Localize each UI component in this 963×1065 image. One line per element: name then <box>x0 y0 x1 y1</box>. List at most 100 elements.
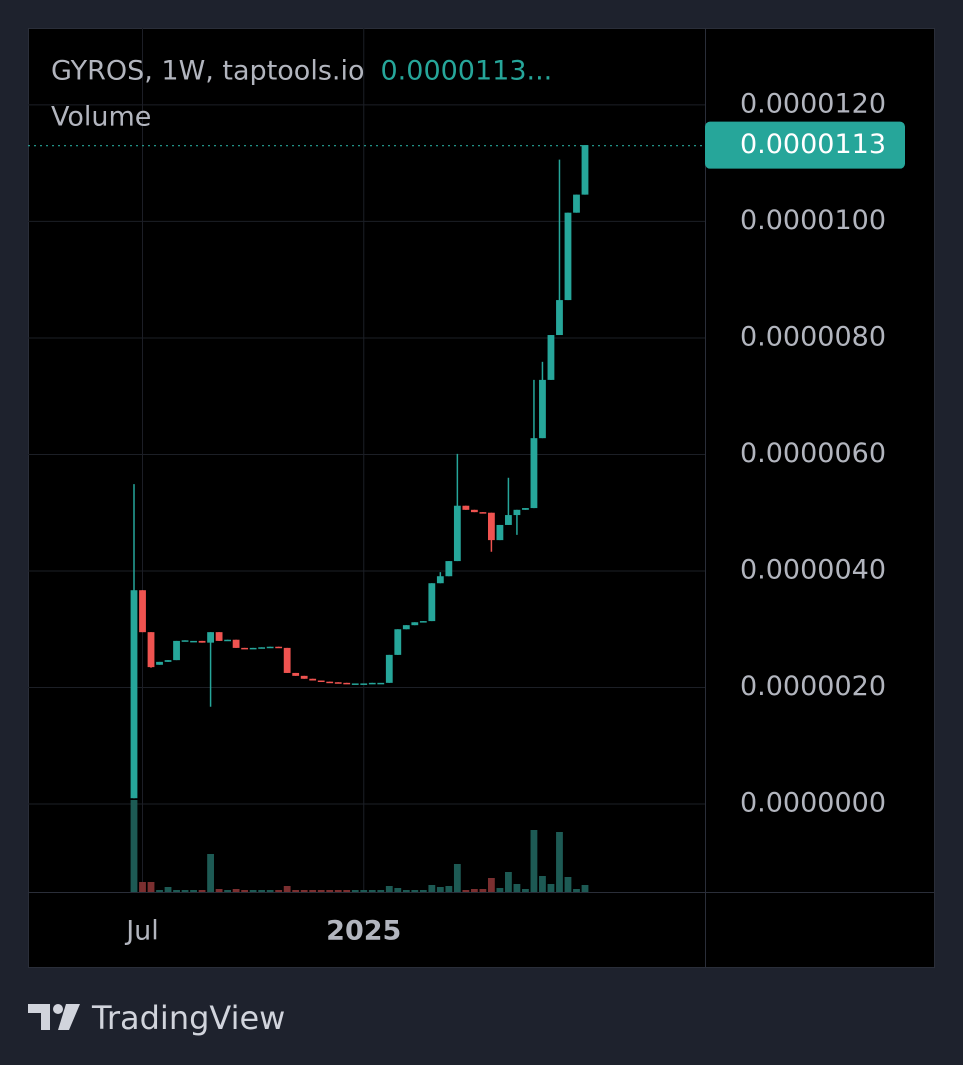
volume-bar <box>300 890 308 892</box>
volume-bar <box>385 886 393 892</box>
last-price-badge <box>705 121 905 169</box>
candle-body <box>173 640 180 661</box>
volume-bar <box>360 890 368 892</box>
volume-bar <box>147 882 155 892</box>
y-tick-label: 0.0000020 <box>740 671 886 702</box>
candle-body <box>573 194 580 213</box>
volume-bar <box>479 889 487 892</box>
candle-body <box>539 379 546 439</box>
volume-bar <box>402 890 410 892</box>
candle-body <box>207 632 214 643</box>
volume-bar <box>232 889 240 892</box>
candle-body <box>224 639 232 642</box>
volume-bar <box>173 890 180 892</box>
volume-bar <box>130 800 138 892</box>
volume-bar <box>309 890 317 892</box>
volume-bar <box>411 890 419 892</box>
volume-layer <box>130 800 589 892</box>
candle-body <box>232 639 240 648</box>
volume-bar <box>377 890 385 892</box>
candle-body <box>505 515 512 525</box>
candle-body <box>300 675 308 679</box>
volume-bar <box>470 889 478 892</box>
x-tick-label: 2025 <box>326 916 401 947</box>
candle-body <box>436 576 444 584</box>
axes: 0.0000000 0.0000020 0.0000040 0.0000060 0.00… <box>28 88 905 947</box>
volume-bar <box>181 890 189 892</box>
volume-bar <box>224 890 232 892</box>
volume-bar <box>334 890 342 892</box>
last-price-label: 0.0000113 <box>740 129 886 160</box>
brand-logo <box>28 1004 80 1030</box>
candle-body <box>292 672 300 676</box>
candle-body <box>130 590 138 799</box>
candle-body <box>147 632 155 668</box>
candle-body <box>164 660 172 662</box>
volume-bar <box>275 890 283 892</box>
candle-body <box>368 682 376 685</box>
volume-bar <box>487 878 495 892</box>
candle-body <box>419 621 427 623</box>
volume-bar <box>190 890 197 892</box>
candle-layer <box>130 145 589 799</box>
volume-bar <box>394 888 402 892</box>
volume-bar <box>496 888 504 892</box>
candle-body <box>564 212 572 301</box>
candle-body <box>351 683 359 685</box>
volume-bar <box>368 890 376 892</box>
candle-body <box>487 512 495 541</box>
candle-body <box>275 646 283 649</box>
volume-bar <box>266 890 274 892</box>
candle-body <box>377 682 385 685</box>
volume-bar <box>436 887 444 892</box>
candle-body <box>360 683 368 685</box>
candle-body <box>385 654 393 683</box>
candle-body <box>445 561 453 577</box>
volume-bar <box>419 890 427 892</box>
candle-body <box>462 505 470 510</box>
candle-body <box>394 629 402 655</box>
volume-bar <box>241 890 249 892</box>
volume-bar <box>198 890 206 892</box>
candle-body <box>556 300 563 336</box>
y-tick-label: 0.0000060 <box>740 438 886 469</box>
candle-body <box>309 678 317 681</box>
candle-body <box>266 646 274 649</box>
volume-bar <box>164 887 172 892</box>
volume-bar <box>547 884 555 892</box>
y-tick-label: 0.0000000 <box>740 788 886 819</box>
y-tick-label: 0.0000080 <box>740 321 886 352</box>
legend-title: GYROS, 1W, taptools.io <box>51 56 365 87</box>
brand: TradingView <box>91 999 285 1037</box>
volume-bar <box>326 890 334 892</box>
volume-bar <box>343 890 351 892</box>
candle-body <box>258 647 266 649</box>
y-tick-label: 0.0000120 <box>740 88 886 119</box>
candle-body <box>453 505 461 562</box>
volume-bar <box>581 885 589 892</box>
candle-body <box>241 647 249 650</box>
candle-body <box>470 509 478 513</box>
volume-bar <box>522 889 529 892</box>
candle-body <box>334 682 342 684</box>
volume-bar <box>215 889 223 892</box>
volume-bar <box>139 882 146 892</box>
candle-body <box>317 680 325 683</box>
volume-bar <box>462 890 470 892</box>
volume-bar <box>564 877 572 892</box>
grid <box>28 28 705 892</box>
candle-body <box>428 583 436 622</box>
candle-body <box>181 640 189 642</box>
candle-body <box>402 625 410 630</box>
candle-body <box>283 647 291 673</box>
volume-bar <box>317 890 325 892</box>
candle-body <box>496 524 504 541</box>
volume-bar <box>453 864 461 892</box>
volume-bar <box>445 886 453 892</box>
y-tick-label: 0.0000100 <box>740 205 886 236</box>
candle-body <box>156 661 163 665</box>
candle-body <box>522 508 529 510</box>
volume-bar <box>258 890 266 892</box>
